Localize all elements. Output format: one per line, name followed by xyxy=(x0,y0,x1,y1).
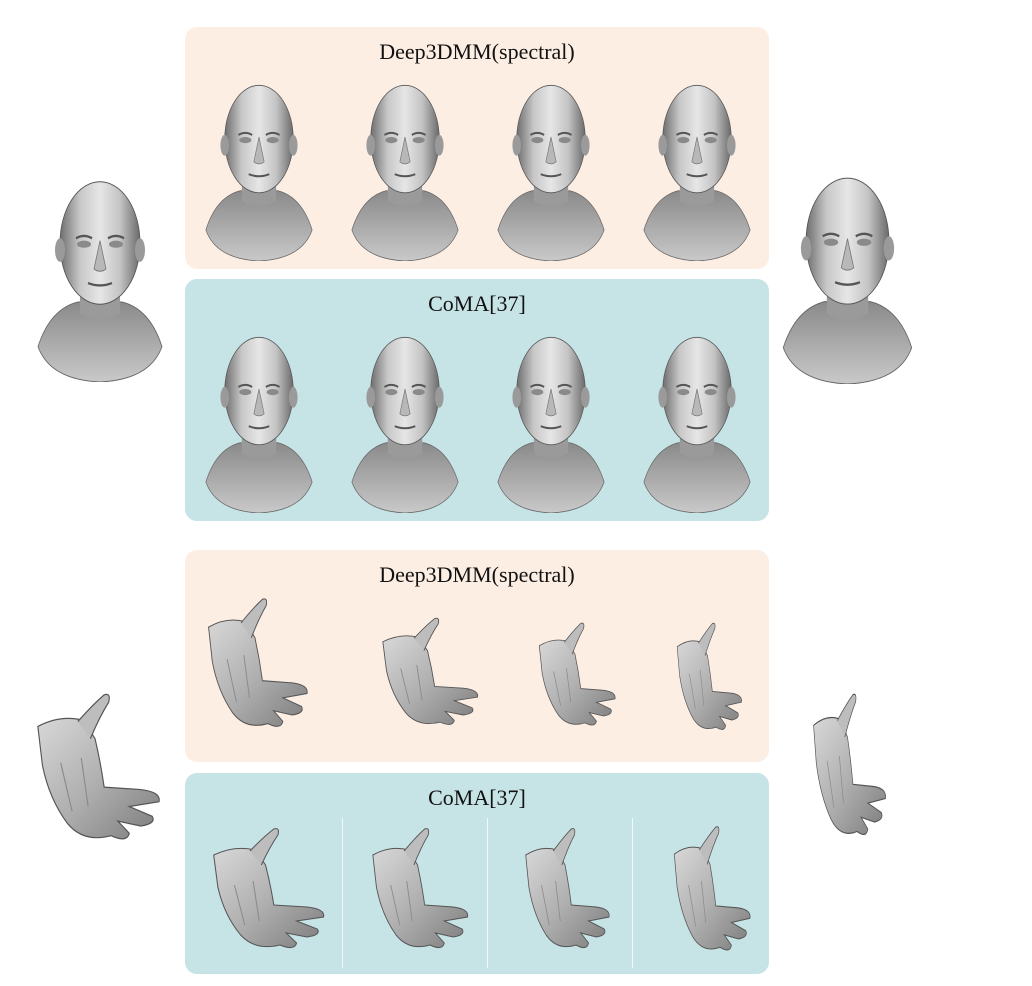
face-interp-3 xyxy=(491,327,611,513)
hand-mesh-icon xyxy=(525,620,625,740)
panel-title: Deep3DMM(spectral) xyxy=(379,562,575,587)
head-mesh-icon xyxy=(775,166,920,384)
hand-mesh-icon xyxy=(193,825,338,965)
hand-mesh-icon xyxy=(660,823,760,968)
hand-interp-1 xyxy=(190,595,320,745)
hand-target-endpoint xyxy=(800,690,895,855)
hand-interp-2 xyxy=(365,615,490,740)
head-mesh-icon xyxy=(491,327,611,513)
hand-interp-3 xyxy=(525,620,625,740)
head-mesh-icon xyxy=(637,75,757,261)
hand-mesh-icon xyxy=(510,825,620,965)
hand-spectral-panel: Deep3DMM(spectral) xyxy=(185,550,769,762)
hand-interp-3 xyxy=(510,825,620,965)
panel-title: CoMA[37] xyxy=(428,785,526,810)
panel-title: CoMA[37] xyxy=(428,291,526,316)
head-mesh-icon xyxy=(345,75,465,261)
head-mesh-icon xyxy=(199,75,319,261)
hand-mesh-icon xyxy=(800,690,895,855)
face-interp-3 xyxy=(491,75,611,261)
hand-interp-1 xyxy=(193,825,338,965)
face-target-endpoint xyxy=(775,166,920,384)
hand-mesh-icon xyxy=(355,825,480,965)
head-mesh-icon xyxy=(491,75,611,261)
head-mesh-icon xyxy=(30,170,170,382)
face-coma-panel: CoMA[37] xyxy=(185,279,769,521)
hand-coma-panel: CoMA[37] xyxy=(185,773,769,974)
head-mesh-icon xyxy=(637,327,757,513)
face-interp-2 xyxy=(345,327,465,513)
face-interp-4 xyxy=(637,75,757,261)
hand-source-endpoint xyxy=(15,690,175,860)
hand-mesh-icon xyxy=(190,595,320,745)
hand-mesh-icon xyxy=(365,615,490,740)
hand-mesh-icon xyxy=(15,690,175,860)
hand-interp-2 xyxy=(355,825,480,965)
head-mesh-icon xyxy=(199,327,319,513)
head-mesh-icon xyxy=(345,327,465,513)
panel-title: Deep3DMM(spectral) xyxy=(379,39,575,64)
divider xyxy=(632,818,633,968)
hand-interp-4 xyxy=(665,620,750,745)
hand-mesh-icon xyxy=(665,620,750,745)
face-interp-1 xyxy=(199,327,319,513)
divider xyxy=(342,818,343,968)
face-interp-4 xyxy=(637,327,757,513)
divider xyxy=(487,818,488,968)
face-interp-1 xyxy=(199,75,319,261)
face-source-endpoint xyxy=(30,170,170,382)
face-interp-2 xyxy=(345,75,465,261)
face-spectral-panel: Deep3DMM(spectral) xyxy=(185,27,769,269)
hand-interp-4 xyxy=(660,823,760,968)
